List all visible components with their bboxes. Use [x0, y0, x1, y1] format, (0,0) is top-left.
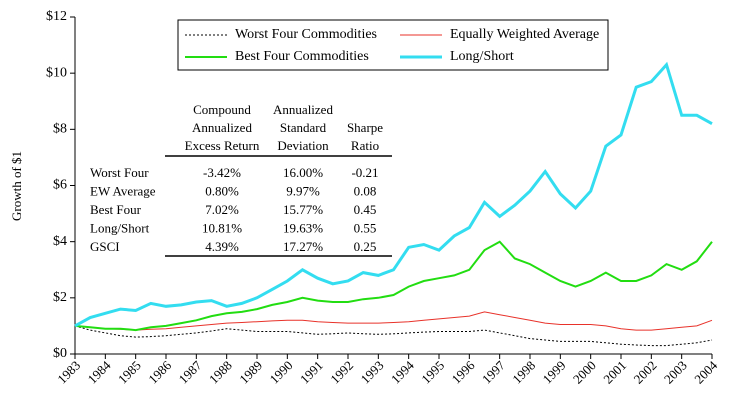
x-tick-label: 1993 [358, 358, 387, 387]
legend-label: Worst Four Commodities [235, 27, 377, 42]
table-header: Annualized [192, 120, 252, 135]
y-tick-label: $10 [46, 65, 67, 80]
table-cell: 4.39% [205, 239, 239, 254]
table-header: Standard [280, 120, 327, 135]
table-cell: 10.81% [202, 220, 242, 235]
y-tick-label: $6 [53, 178, 67, 193]
table-cell: 16.00% [283, 165, 323, 180]
table-cell: -0.21 [351, 165, 378, 180]
x-tick-label: 1994 [388, 357, 417, 386]
y-axis-label: Growth of $1 [9, 151, 24, 221]
x-tick-label: 2003 [661, 358, 690, 387]
x-tick-label: 1984 [85, 357, 114, 386]
table-cell: 15.77% [283, 202, 323, 217]
series-line [74, 325, 713, 347]
table-cell: 7.02% [205, 202, 239, 217]
table-row-label: Best Four [90, 202, 142, 217]
y-tick-label: $2 [53, 290, 67, 305]
table-cell: 0.08 [354, 183, 377, 198]
table-header: Deviation [277, 138, 329, 153]
table-cell: -3.42% [203, 165, 241, 180]
table-header: Compound [193, 102, 251, 117]
x-tick-label: 1988 [206, 358, 235, 387]
table-row-label: GSCI [90, 239, 120, 254]
table-row-label: Worst Four [90, 165, 149, 180]
table-header: Annualized [273, 102, 333, 117]
x-tick-label: 1987 [176, 357, 205, 386]
x-tick-label: 2000 [570, 358, 599, 387]
table-cell: 0.80% [205, 183, 239, 198]
x-tick-label: 1998 [509, 358, 538, 387]
series-line [74, 240, 713, 332]
legend-label: Best Four Commodities [235, 49, 369, 64]
y-tick-label: $0 [53, 346, 67, 361]
table-cell: 0.55 [354, 220, 377, 235]
table-row-label: Long/Short [90, 220, 150, 235]
y-tick-label: $12 [46, 9, 67, 24]
x-tick-label: 1985 [115, 358, 144, 387]
table-header: Ratio [351, 138, 379, 153]
x-tick-label: 1992 [327, 358, 356, 387]
x-tick-label: 1999 [540, 358, 569, 387]
legend-box [177, 19, 609, 71]
x-tick-label: 1989 [236, 358, 265, 387]
x-tick-label: 1991 [297, 358, 326, 387]
y-tick-label: $8 [53, 122, 67, 137]
x-tick-label: 1997 [479, 357, 508, 386]
legend-label: Long/Short [450, 49, 514, 64]
table-cell: 9.97% [286, 183, 320, 198]
table-cell: 0.25 [354, 239, 377, 254]
y-tick-label: $4 [53, 234, 67, 249]
series-line [74, 311, 713, 331]
table-cell: 19.63% [283, 220, 323, 235]
x-tick-label: 2002 [631, 358, 660, 387]
table-header: Excess Return [185, 138, 260, 153]
series-line [74, 61, 713, 328]
legend-label: Equally Weighted Average [450, 27, 599, 42]
table-cell: 17.27% [283, 239, 323, 254]
x-tick-label: 1990 [267, 358, 296, 387]
table-header: Sharpe [347, 120, 383, 135]
x-tick-label: 1983 [54, 358, 83, 387]
table-cell: 0.45 [354, 202, 377, 217]
table-row-label: EW Average [90, 183, 156, 198]
x-tick-label: 1996 [449, 357, 478, 386]
x-tick-label: 2001 [600, 358, 629, 387]
x-tick-label: 1986 [145, 357, 174, 386]
x-tick-label: 2004 [691, 357, 720, 386]
x-tick-label: 1995 [418, 358, 447, 387]
